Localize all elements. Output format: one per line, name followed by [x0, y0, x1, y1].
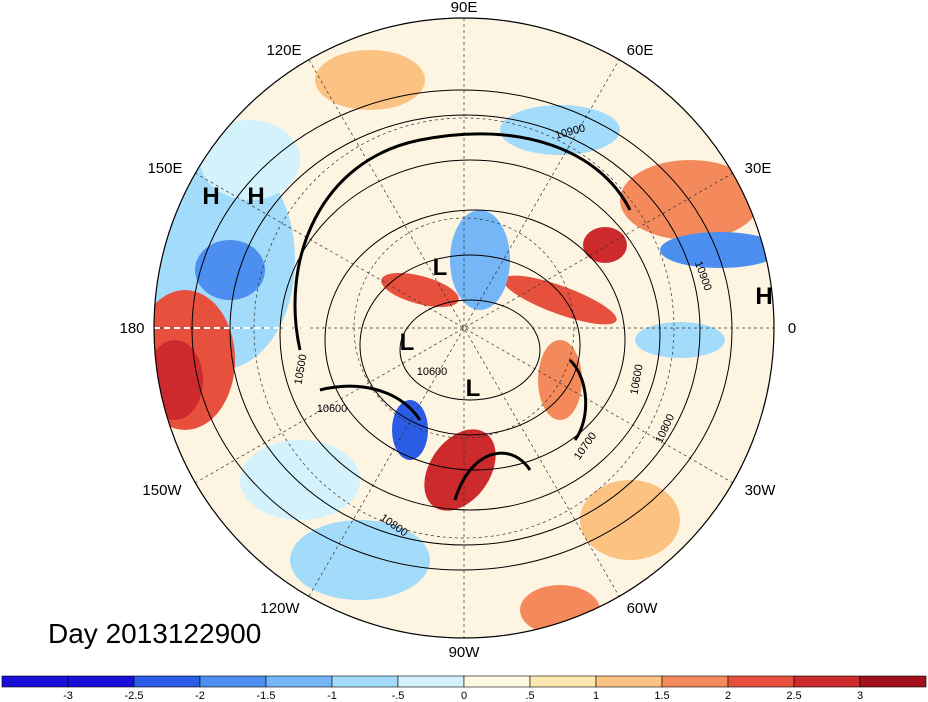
colorbar: -3 -2.5 -2 -1.5 -1 -.5 0 .5 1 1.5 2 2.5 3 [1, 675, 927, 702]
colorbar-swatch [727, 675, 795, 688]
colorbar-tick-label: 0 [461, 690, 467, 702]
colorbar-swatch [133, 675, 201, 688]
colorbar-swatch [859, 675, 927, 688]
jet-contours [293, 132, 632, 501]
high-label: H [755, 283, 772, 310]
contour-label: 10600 [317, 403, 348, 415]
colorbar-tick-label: -.5 [392, 690, 405, 702]
lon-label-120w: 120W [260, 600, 300, 617]
colorbar-tick-label: -2 [195, 690, 205, 702]
colorbar-tick-label: 3 [857, 690, 863, 702]
colorbar-tick-label: .5 [525, 690, 534, 702]
contour-label: 10600 [417, 366, 448, 378]
colorbar-tick-label: 2 [725, 690, 731, 702]
colorbar-swatch [1, 675, 69, 688]
lon-label-120e: 120E [266, 42, 301, 59]
colorbar-tick-label: 1.5 [654, 690, 669, 702]
map-border [153, 17, 775, 639]
lon-label-150e: 150E [147, 160, 182, 177]
colorbar-tick-label: -1 [327, 690, 337, 702]
lon-label-60w: 60W [627, 600, 659, 617]
lon-label-30w: 30W [745, 482, 777, 499]
low-label: L [400, 329, 415, 356]
colorbar-tick-label: -2.5 [125, 690, 144, 702]
colorbar-swatch [793, 675, 861, 688]
lon-label-150w: 150W [142, 482, 182, 499]
colorbar-swatch [463, 675, 531, 688]
colorbar-tick-label: -1.5 [257, 690, 276, 702]
colorbar-tick-label: 1 [593, 690, 599, 702]
date-title: Day 2013122900 [48, 618, 262, 649]
colorbar-swatch [661, 675, 729, 688]
colorbar-swatch [265, 675, 333, 688]
colorbar-swatch [67, 675, 135, 688]
colorbar-swatch [529, 675, 597, 688]
lon-label-60e: 60E [627, 42, 654, 59]
lon-label-90w: 90W [449, 644, 481, 661]
low-label: L [466, 375, 481, 402]
colorbar-swatch [331, 675, 399, 688]
colorbar-tick-label: 2.5 [786, 690, 801, 702]
contour-label: 10600 [628, 363, 645, 395]
pressure-center-labels: H H L L L H [202, 183, 772, 402]
geopotential-contours [191, 89, 733, 571]
anomaly-shading [154, 18, 774, 638]
high-label: H [202, 183, 219, 210]
longitude-labels: 90E 60E 30E 0 30W 60W 90W 120W 150W 180 … [119, 0, 796, 661]
lon-label-0: 0 [788, 320, 796, 337]
lon-label-30e: 30E [745, 160, 772, 177]
colorbar-swatch [397, 675, 465, 688]
high-label: H [247, 183, 264, 210]
lon-label-90e: 90E [451, 0, 478, 16]
low-label: L [433, 254, 448, 281]
colorbar-tick-label: -3 [63, 690, 73, 702]
lon-label-180: 180 [119, 320, 144, 337]
contour-label: 10500 [292, 353, 309, 385]
colorbar-swatch [199, 675, 267, 688]
colorbar-swatch [595, 675, 663, 688]
